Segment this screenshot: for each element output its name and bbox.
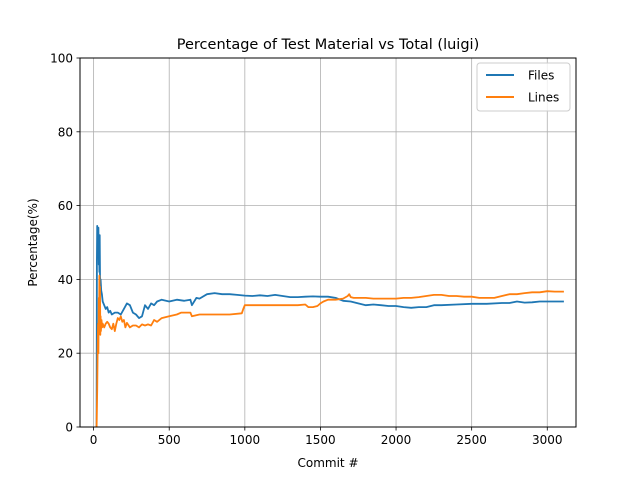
series-group: [95, 225, 564, 428]
y-axis: 0 20 40 60 80 100: [50, 52, 80, 435]
x-axis: 0 500 1000 1500 2000 2500 3000: [90, 427, 563, 447]
y-tick-label: 0: [65, 421, 73, 435]
series-line-lines: [95, 274, 564, 428]
y-tick-label: 40: [58, 273, 73, 287]
chart-title: Percentage of Test Material vs Total (lu…: [177, 37, 479, 53]
x-tick-label: 1500: [305, 433, 336, 447]
y-tick-label: 80: [58, 125, 73, 139]
x-axis-label: Commit #: [297, 456, 358, 470]
legend-label-files: Files: [528, 69, 554, 83]
x-tick-label: 3000: [532, 433, 563, 447]
x-tick-label: 2500: [456, 433, 487, 447]
y-tick-label: 100: [50, 52, 73, 66]
series-line-files: [95, 225, 564, 428]
x-tick-label: 2000: [381, 433, 412, 447]
legend-label-lines: Lines: [528, 91, 559, 105]
x-tick-label: 0: [90, 433, 98, 447]
x-tick-label: 1000: [230, 433, 261, 447]
y-tick-label: 20: [58, 347, 73, 361]
y-axis-label: Percentage(%): [26, 198, 40, 286]
plot-frame: [79, 57, 577, 428]
legend: Files Lines: [476, 62, 571, 112]
y-tick-label: 60: [58, 199, 73, 213]
x-tick-label: 500: [158, 433, 181, 447]
